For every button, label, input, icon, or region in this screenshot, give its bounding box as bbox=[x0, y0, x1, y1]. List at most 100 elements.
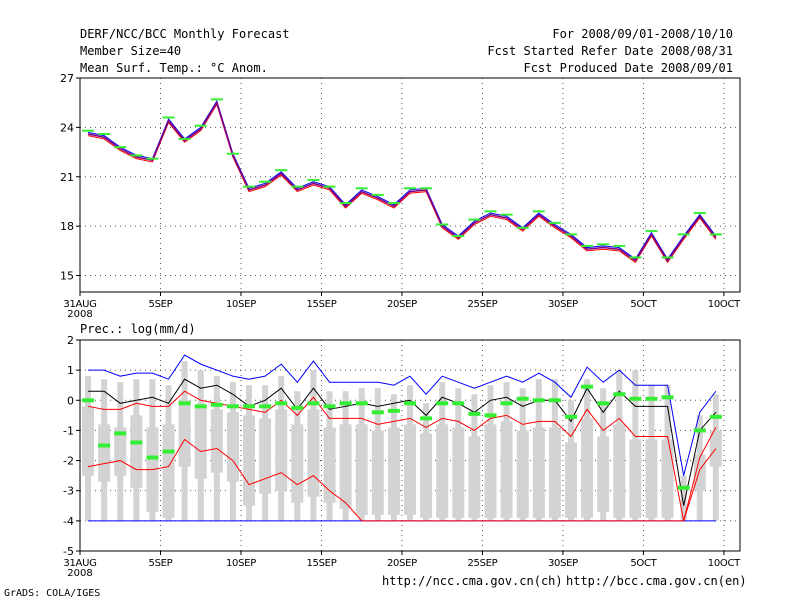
prec-observed-marker bbox=[709, 414, 722, 419]
prec-observed-marker bbox=[645, 396, 658, 401]
prec-xtick-label: 25SEP bbox=[467, 558, 497, 569]
temp-observed-marker bbox=[162, 116, 175, 119]
temp-xtick-label: 25SEP bbox=[467, 299, 497, 310]
prec-box bbox=[452, 427, 465, 518]
temp-ytick-label: 21 bbox=[60, 171, 74, 184]
temp-observed-marker bbox=[210, 98, 223, 101]
prec-box bbox=[532, 427, 545, 518]
temp-observed-marker bbox=[243, 185, 256, 188]
prec-box bbox=[484, 424, 497, 518]
prec-observed-marker bbox=[307, 401, 320, 406]
prec-box bbox=[355, 424, 368, 515]
temp-observed-marker bbox=[548, 221, 561, 224]
prec-box bbox=[645, 439, 658, 518]
prec-observed-marker bbox=[661, 395, 674, 400]
prec-ytick-label: -5 bbox=[63, 545, 74, 558]
prec-observed-marker bbox=[387, 408, 400, 413]
prec-ytick-label: -3 bbox=[63, 485, 74, 498]
temp-observed-marker bbox=[194, 124, 207, 127]
prec-observed-marker bbox=[275, 401, 288, 406]
prec-box bbox=[629, 439, 642, 518]
temp-ytick-label: 24 bbox=[60, 121, 74, 134]
member-size-label: Member Size=40 bbox=[80, 44, 182, 58]
prec-box bbox=[436, 424, 449, 518]
temp-xtick-label: 30SEP bbox=[548, 299, 578, 310]
prec-observed-marker bbox=[243, 404, 256, 409]
prec-box bbox=[693, 454, 706, 491]
footer-url-ch[interactable]: http://ncc.cma.gov.cn(ch) bbox=[382, 574, 563, 588]
prec-observed-marker bbox=[548, 398, 561, 403]
temp-observed-marker bbox=[629, 256, 642, 259]
temp-observed-marker bbox=[500, 213, 513, 216]
prec-observed-marker bbox=[629, 396, 642, 401]
temp-xtick-sublabel: 2008 bbox=[67, 309, 92, 320]
prec-box bbox=[98, 424, 111, 482]
temp-observed-marker bbox=[645, 230, 658, 233]
prec-ytick-label: -1 bbox=[63, 424, 74, 437]
refer-date: Fcst Started Refer Date 2008/08/31 bbox=[487, 44, 733, 58]
prec-observed-marker bbox=[323, 404, 336, 409]
prec-observed-marker bbox=[516, 396, 529, 401]
prec-observed-marker bbox=[581, 384, 594, 389]
forecast-period: For 2008/09/01-2008/10/10 bbox=[552, 27, 733, 41]
prec-box bbox=[468, 436, 481, 518]
temp-xtick-label: 5OCT bbox=[630, 299, 657, 310]
temp-observed-marker bbox=[661, 256, 674, 259]
prec-observed-marker bbox=[484, 413, 497, 418]
temp-observed-marker bbox=[291, 185, 304, 188]
temp-observed-marker bbox=[114, 146, 127, 149]
prec-upper-line bbox=[88, 354, 717, 476]
prec-box bbox=[323, 427, 336, 503]
temp-observed-marker bbox=[275, 169, 288, 172]
prec-box bbox=[548, 427, 561, 518]
prec-xtick-sublabel: 2008 bbox=[67, 568, 92, 579]
temp-xtick-label: 20SEP bbox=[387, 299, 417, 310]
prec-box bbox=[307, 409, 320, 497]
temp-upper-line bbox=[87, 99, 717, 260]
temp-observed-marker bbox=[564, 233, 577, 236]
temp-observed-marker bbox=[226, 152, 239, 155]
grads-credit: GrADS: COLA/IGES bbox=[4, 588, 101, 599]
prec-xtick-label: 10OCT bbox=[708, 558, 741, 569]
prec-observed-marker bbox=[259, 404, 272, 409]
temp-observed-marker bbox=[98, 132, 111, 135]
temp-observed-marker bbox=[404, 187, 416, 190]
prec-observed-marker bbox=[677, 485, 690, 490]
prec-box bbox=[178, 400, 191, 467]
prec-observed-marker bbox=[178, 401, 191, 406]
temp-observed-marker bbox=[693, 211, 706, 214]
temp-observed-marker bbox=[677, 233, 690, 236]
temp-observed-marker bbox=[82, 129, 95, 132]
prec-box bbox=[661, 439, 674, 518]
temp-observed-marker bbox=[420, 187, 433, 190]
prec-box bbox=[291, 424, 304, 503]
prec-xtick-label: 5SEP bbox=[149, 558, 173, 569]
temp-observed-marker bbox=[259, 180, 272, 183]
prec-box bbox=[259, 418, 272, 494]
prec-box bbox=[339, 424, 352, 509]
prec-box bbox=[82, 406, 95, 476]
temp-observed-marker bbox=[178, 137, 191, 140]
prec-box bbox=[210, 409, 223, 473]
prec-observed-marker bbox=[194, 404, 207, 409]
prec-observed-marker bbox=[130, 440, 143, 445]
prec-xtick-label: 31AUG bbox=[63, 558, 96, 569]
temp-xtick-label: 15SEP bbox=[307, 299, 337, 310]
prec-observed-marker bbox=[82, 398, 95, 403]
prec-ytick-label: -2 bbox=[63, 455, 74, 468]
footer-url-en[interactable]: http://bcc.cma.gov.cn(en) bbox=[566, 574, 747, 588]
temp-observed-marker bbox=[307, 179, 320, 182]
prec-ytick-label: 0 bbox=[67, 394, 74, 407]
temp-observed-marker bbox=[371, 193, 384, 196]
prec-panel-label: Prec.: log(mm/d) bbox=[80, 322, 196, 336]
prec-observed-marker bbox=[114, 431, 127, 436]
prec-whisker-bar bbox=[680, 475, 687, 521]
temp-xtick-label: 10SEP bbox=[226, 299, 256, 310]
prec-observed-marker bbox=[597, 401, 610, 406]
temp-observed-marker bbox=[436, 223, 449, 226]
prec-box bbox=[130, 415, 143, 488]
prec-mean-line bbox=[88, 378, 717, 506]
prec-box bbox=[613, 424, 626, 518]
temp-observed-marker bbox=[387, 202, 400, 205]
